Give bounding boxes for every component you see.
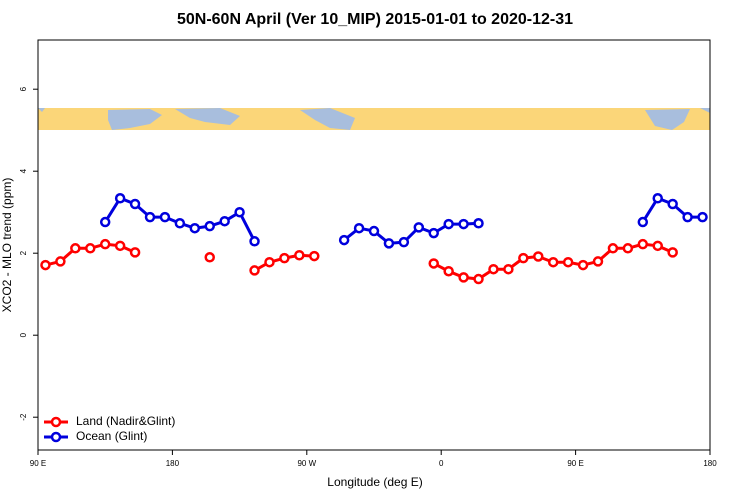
data-point bbox=[264, 256, 275, 268]
x-tick-label: 0 bbox=[439, 459, 444, 468]
x-tick-label: 90 E bbox=[30, 459, 46, 468]
data-point bbox=[99, 238, 111, 250]
map-band bbox=[38, 108, 710, 130]
data-point bbox=[607, 243, 619, 254]
data-point bbox=[129, 198, 141, 210]
data-point bbox=[55, 256, 66, 267]
data-point bbox=[547, 256, 559, 268]
data-point bbox=[353, 222, 365, 234]
data-point bbox=[577, 259, 589, 271]
y-tick-label: 2 bbox=[19, 250, 28, 255]
y-tick-label: 6 bbox=[19, 86, 28, 91]
data-point bbox=[204, 220, 215, 232]
data-point bbox=[249, 265, 260, 276]
data-point bbox=[114, 193, 126, 204]
data-point bbox=[443, 265, 454, 277]
legend-marker bbox=[50, 431, 62, 443]
x-tick-label: 90 W bbox=[297, 459, 316, 468]
data-point bbox=[443, 218, 454, 230]
data-point bbox=[368, 225, 380, 237]
data-point bbox=[533, 251, 544, 262]
data-point bbox=[383, 238, 395, 249]
data-point bbox=[652, 240, 663, 252]
data-point bbox=[562, 256, 574, 268]
data-point bbox=[99, 216, 111, 228]
x-tick-label: 180 bbox=[166, 459, 180, 468]
data-point bbox=[622, 243, 634, 254]
y-axis-label: XCO2 - MLO trend (ppm) bbox=[0, 178, 14, 313]
data-point bbox=[114, 240, 126, 252]
data-point bbox=[174, 218, 186, 229]
legend-label: Ocean (Glint) bbox=[76, 429, 147, 443]
y-tick-label: -2 bbox=[19, 413, 28, 421]
data-point bbox=[652, 193, 663, 204]
data-point bbox=[309, 250, 320, 262]
legend-marker bbox=[50, 416, 62, 428]
y-tick-label: 4 bbox=[19, 168, 28, 173]
data-point bbox=[40, 259, 51, 271]
data-point bbox=[428, 227, 439, 239]
legend-label: Land (Nadir&Glint) bbox=[76, 414, 175, 428]
data-point bbox=[667, 198, 678, 210]
data-point bbox=[70, 243, 81, 254]
data-point bbox=[249, 236, 260, 247]
data-point bbox=[85, 243, 96, 254]
chart-title: 50N-60N April (Ver 10_MIP) 2015-01-01 to… bbox=[177, 11, 573, 28]
data-point bbox=[458, 218, 469, 230]
data-point bbox=[294, 250, 305, 261]
data-point bbox=[338, 234, 350, 246]
data-point bbox=[637, 216, 649, 228]
data-point bbox=[488, 263, 499, 275]
data-point bbox=[682, 211, 693, 223]
data-point bbox=[219, 215, 230, 227]
data-point bbox=[428, 258, 439, 269]
series-line bbox=[45, 242, 674, 281]
series-line bbox=[103, 196, 703, 245]
data-point bbox=[473, 218, 484, 229]
data-point bbox=[279, 252, 290, 264]
plot-frame bbox=[37, 39, 711, 451]
data-point bbox=[413, 222, 425, 233]
data-point bbox=[667, 247, 678, 258]
data-point bbox=[592, 256, 604, 267]
data-point bbox=[697, 211, 708, 223]
data-point bbox=[398, 236, 410, 248]
data-point bbox=[144, 211, 156, 223]
x-tick-label: 90 E bbox=[567, 459, 583, 468]
data-point bbox=[503, 263, 514, 275]
data-point bbox=[473, 273, 484, 285]
data-point bbox=[234, 206, 245, 218]
data-point bbox=[129, 247, 141, 258]
data-point bbox=[518, 252, 529, 264]
y-tick-label: 0 bbox=[19, 332, 28, 337]
data-point bbox=[159, 211, 171, 223]
x-axis-label: Longitude (deg E) bbox=[327, 475, 422, 489]
data-point bbox=[637, 238, 649, 250]
data-point bbox=[189, 222, 201, 234]
x-tick-label: 180 bbox=[703, 459, 717, 468]
data-point bbox=[204, 252, 215, 263]
data-point bbox=[458, 272, 469, 283]
